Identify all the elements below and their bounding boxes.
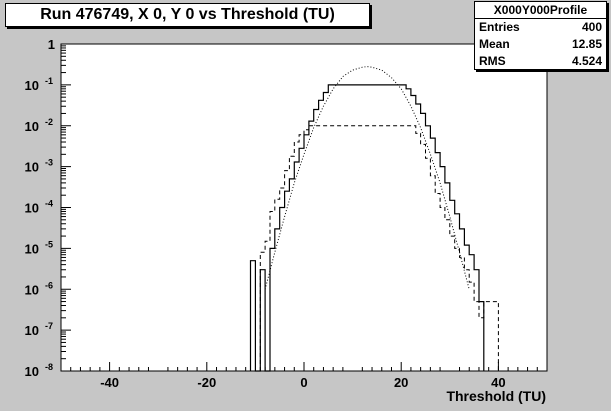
stats-name: X000Y000Profile bbox=[475, 2, 606, 19]
y-tick-exponent: -7 bbox=[45, 321, 53, 331]
stats-label: Mean bbox=[479, 37, 510, 51]
y-tick-exponent: -8 bbox=[45, 362, 53, 372]
y-tick-label: 10 bbox=[25, 160, 39, 175]
stats-value: 400 bbox=[581, 20, 602, 34]
y-tick-label: 10 bbox=[25, 78, 39, 93]
stats-value: 12.85 bbox=[571, 37, 602, 51]
y-tick-exponent: -1 bbox=[45, 76, 53, 86]
chart-title: Run 476749, X 0, Y 0 vs Threshold (TU) bbox=[5, 3, 370, 27]
stats-row-mean: Mean 12.85 bbox=[475, 36, 606, 53]
x-tick-label: 0 bbox=[300, 375, 307, 390]
y-tick-label: 10 bbox=[25, 282, 39, 297]
stats-row-entries: Entries 400 bbox=[475, 19, 606, 36]
y-tick-label: 10 bbox=[25, 119, 39, 134]
stats-label: RMS bbox=[479, 54, 506, 68]
x-tick-label: -20 bbox=[197, 375, 216, 390]
stats-label: Entries bbox=[479, 20, 520, 34]
stats-row-rms: RMS 4.524 bbox=[475, 53, 606, 70]
plot-area bbox=[60, 43, 548, 372]
series-solid-line bbox=[249, 84, 485, 372]
series-dashed-line bbox=[259, 125, 504, 372]
x-axis-label: Threshold (TU) bbox=[446, 388, 546, 404]
stats-value: 4.524 bbox=[571, 54, 602, 68]
x-tick-label: 20 bbox=[394, 375, 408, 390]
y-tick-label: 10 bbox=[25, 323, 39, 338]
x-tick-label: -40 bbox=[100, 375, 119, 390]
series-dotted-line bbox=[264, 66, 470, 290]
y-tick-exponent: -3 bbox=[45, 158, 53, 168]
stats-box: X000Y000Profile Entries 400 Mean 12.85 R… bbox=[474, 1, 607, 70]
y-tick-exponent: -4 bbox=[45, 199, 53, 209]
y-tick-label: 1 bbox=[48, 37, 55, 52]
y-tick-exponent: -6 bbox=[45, 280, 53, 290]
y-tick-exponent: -5 bbox=[45, 239, 53, 249]
y-tick-label: 10 bbox=[25, 241, 39, 256]
x-tick-label: 40 bbox=[491, 375, 505, 390]
y-tick-label: 10 bbox=[25, 364, 39, 379]
y-tick-exponent: -2 bbox=[45, 117, 53, 127]
y-tick-label: 10 bbox=[25, 201, 39, 216]
